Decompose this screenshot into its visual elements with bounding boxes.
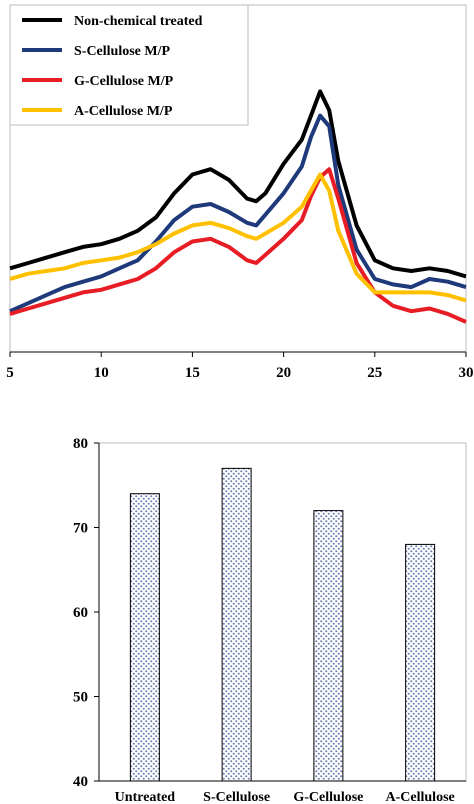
bar: [129, 493, 160, 782]
series-line-3: [9, 167, 467, 324]
panel-a-legend: Non-chemical treated S-Cellulose M/P G-Cel…: [9, 4, 249, 126]
x-tick-label: 20: [276, 365, 291, 381]
category-label: S-Cellulose: [203, 790, 270, 804]
x-tick-label: 15: [185, 365, 200, 381]
y-tick-label: 50: [73, 690, 88, 706]
x-tick-label: 30: [459, 365, 474, 381]
series-line-1: [9, 89, 467, 279]
panel-b-bars: [129, 467, 436, 782]
legend-box: [9, 4, 249, 126]
category-label: Untreated: [115, 790, 176, 804]
x-tick-label: 10: [94, 365, 109, 381]
panel-a: 5 10 15 20 25 30 Non-chemical treated S-Cellul…: [6, 4, 474, 381]
series-line-4: [9, 172, 467, 303]
series-line-2: [9, 113, 467, 314]
legend-entry: Non-chemical treated: [74, 14, 203, 29]
category-label: G-Cellulose: [293, 790, 363, 804]
panel-b: 40 50 60 70 80 Untreated S-Cellulose G-Cellulo…: [73, 436, 467, 804]
x-tick-label: 25: [367, 365, 382, 381]
y-tick-label: 80: [73, 436, 88, 452]
bar: [405, 543, 436, 782]
panel-b-x-labels: Untreated S-Cellulose G-Cellulose A-Cellulo…: [115, 790, 455, 804]
y-tick-label: 40: [73, 774, 88, 790]
y-tick-label: 70: [73, 521, 88, 537]
bar: [313, 510, 344, 782]
legend-entry: S-Cellulose M/P: [74, 44, 170, 59]
panel-a-x-ticks: 5 10 15 20 25 30: [6, 352, 474, 381]
category-label: A-Cellulose: [386, 790, 455, 804]
panel-b-y-ticks: 40 50 60 70 80: [73, 436, 99, 790]
bar: [221, 467, 252, 782]
y-tick-label: 60: [73, 605, 88, 621]
panel-a-lines: [9, 89, 467, 324]
x-tick-label: 5: [6, 365, 14, 381]
legend-entry: G-Cellulose M/P: [74, 74, 174, 89]
legend-entry: A-Cellulose M/P: [74, 104, 173, 119]
